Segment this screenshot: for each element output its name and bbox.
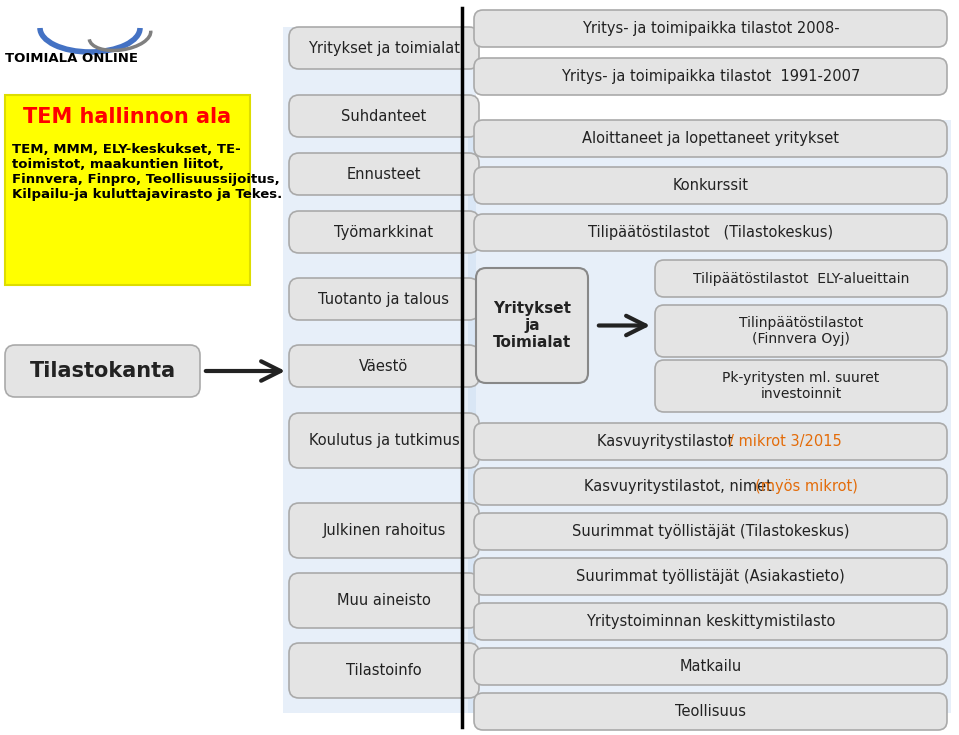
- FancyBboxPatch shape: [289, 95, 479, 137]
- Text: Matkailu: Matkailu: [679, 659, 741, 674]
- Text: Pk-yritysten ml. suuret
investoinnit: Pk-yritysten ml. suuret investoinnit: [722, 371, 879, 401]
- FancyBboxPatch shape: [474, 693, 947, 730]
- FancyBboxPatch shape: [474, 214, 947, 251]
- FancyBboxPatch shape: [655, 260, 947, 297]
- Text: TEM hallinnon ala: TEM hallinnon ala: [23, 107, 231, 127]
- FancyBboxPatch shape: [289, 503, 479, 558]
- FancyBboxPatch shape: [289, 211, 479, 253]
- FancyBboxPatch shape: [474, 10, 947, 47]
- Text: Suurimmat työllistäjät (Asiakastieto): Suurimmat työllistäjät (Asiakastieto): [576, 569, 845, 584]
- Text: Tilastoinfo: Tilastoinfo: [346, 663, 422, 678]
- FancyBboxPatch shape: [283, 27, 476, 713]
- Text: Konkurssit: Konkurssit: [672, 178, 749, 193]
- Text: Suhdanteet: Suhdanteet: [341, 109, 427, 123]
- Text: Teollisuus: Teollisuus: [675, 704, 746, 719]
- Text: Muu aineisto: Muu aineisto: [337, 593, 431, 608]
- FancyBboxPatch shape: [476, 268, 588, 383]
- Text: (myös mikrot): (myös mikrot): [755, 479, 857, 494]
- FancyBboxPatch shape: [289, 643, 479, 698]
- Text: Tilipäätöstilastot   (Tilastokeskus): Tilipäätöstilastot (Tilastokeskus): [588, 225, 833, 240]
- FancyBboxPatch shape: [474, 648, 947, 685]
- Text: Suurimmat työllistäjät (Tilastokeskus): Suurimmat työllistäjät (Tilastokeskus): [572, 524, 850, 539]
- Text: Tuotanto ja talous: Tuotanto ja talous: [318, 292, 450, 306]
- FancyBboxPatch shape: [289, 153, 479, 195]
- Text: Aloittaneet ja lopettaneet yritykset: Aloittaneet ja lopettaneet yritykset: [582, 131, 839, 146]
- Text: Tilinpäätöstilastot
(Finnvera Oyj): Tilinpäätöstilastot (Finnvera Oyj): [738, 316, 863, 346]
- FancyBboxPatch shape: [289, 345, 479, 387]
- Text: / mikrot 3/2015: / mikrot 3/2015: [730, 434, 842, 449]
- FancyBboxPatch shape: [474, 167, 947, 204]
- FancyBboxPatch shape: [474, 603, 947, 640]
- FancyBboxPatch shape: [289, 413, 479, 468]
- Text: Yritystoiminnan keskittymistilasto: Yritystoiminnan keskittymistilasto: [586, 614, 835, 629]
- Text: Ennusteet: Ennusteet: [347, 167, 421, 182]
- Text: Julkinen rahoitus: Julkinen rahoitus: [322, 523, 446, 538]
- Text: Yritys- ja toimipaikka tilastot 2008-: Yritys- ja toimipaikka tilastot 2008-: [582, 21, 839, 36]
- Text: Tilastokanta: Tilastokanta: [30, 361, 175, 381]
- FancyBboxPatch shape: [474, 468, 947, 505]
- Text: TEM, MMM, ELY-keskukset, TE-
toimistot, maakuntien liitot,
Finnvera, Finpro, Teo: TEM, MMM, ELY-keskukset, TE- toimistot, …: [12, 143, 282, 201]
- Text: Yritys- ja toimipaikka tilastot  1991-2007: Yritys- ja toimipaikka tilastot 1991-200…: [561, 69, 860, 84]
- FancyBboxPatch shape: [474, 513, 947, 550]
- Text: Väestö: Väestö: [360, 359, 409, 373]
- Text: Kasvuyritystilastot, nimet: Kasvuyritystilastot, nimet: [584, 479, 777, 494]
- FancyBboxPatch shape: [5, 95, 250, 285]
- Text: Työmarkkinat: Työmarkkinat: [335, 224, 433, 240]
- Text: Yritykset ja toimialat: Yritykset ja toimialat: [308, 40, 460, 56]
- FancyBboxPatch shape: [289, 278, 479, 320]
- FancyBboxPatch shape: [655, 305, 947, 357]
- FancyBboxPatch shape: [655, 360, 947, 412]
- FancyBboxPatch shape: [474, 58, 947, 95]
- Text: Koulutus ja tutkimus: Koulutus ja tutkimus: [309, 433, 459, 448]
- FancyBboxPatch shape: [474, 558, 947, 595]
- Text: Tilipäätöstilastot  ELY-alueittain: Tilipäätöstilastot ELY-alueittain: [692, 271, 909, 285]
- FancyBboxPatch shape: [474, 120, 947, 157]
- Text: Yritykset
ja
Toimialat: Yritykset ja Toimialat: [493, 301, 572, 351]
- FancyBboxPatch shape: [474, 423, 947, 460]
- FancyBboxPatch shape: [468, 120, 951, 713]
- Text: TOIMIALA ONLINE: TOIMIALA ONLINE: [5, 52, 138, 65]
- FancyBboxPatch shape: [289, 27, 479, 69]
- FancyBboxPatch shape: [289, 573, 479, 628]
- Text: Kasvuyritystilastot: Kasvuyritystilastot: [597, 434, 742, 449]
- FancyBboxPatch shape: [5, 345, 200, 397]
